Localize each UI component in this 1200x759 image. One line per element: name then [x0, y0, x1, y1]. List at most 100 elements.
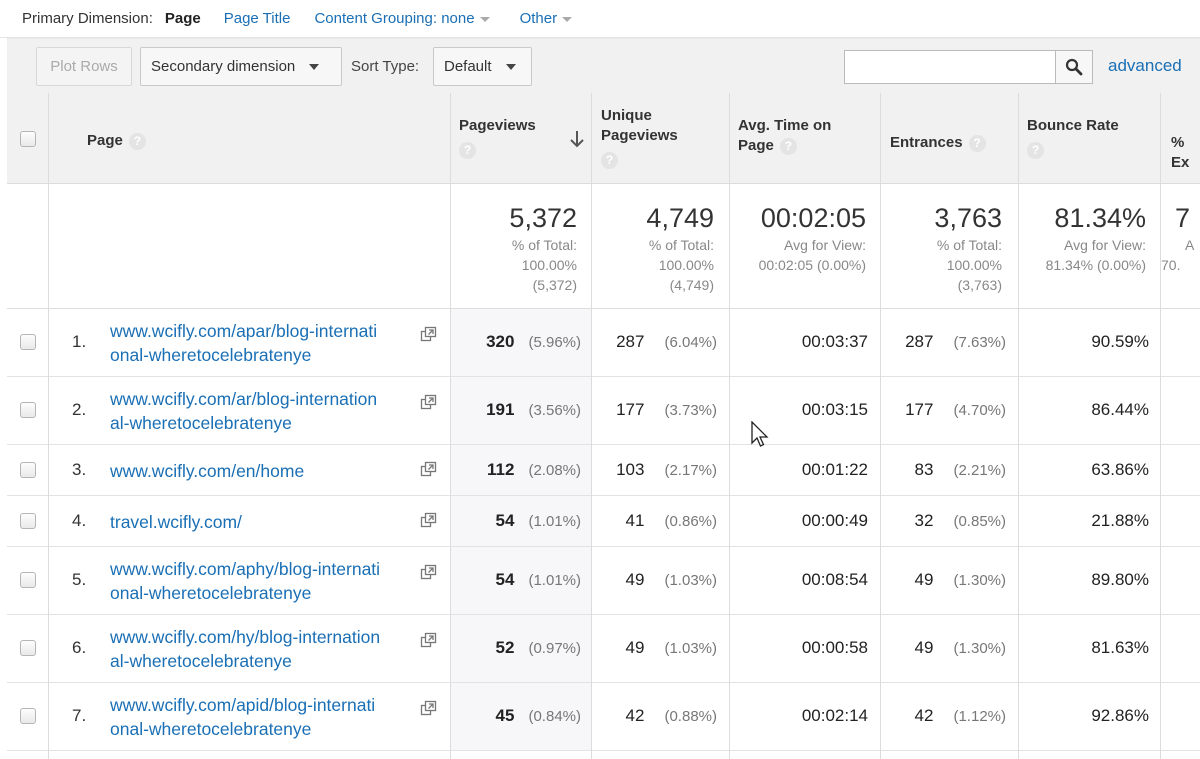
header-unique-pageviews[interactable]: Unique Pageviews? [601, 106, 678, 169]
bounce-rate-cell: 21.88% [1091, 510, 1149, 530]
select-all-checkbox[interactable] [20, 131, 36, 147]
entrances-cell: 49 (1.30%) [880, 638, 1006, 658]
entrances-percent: (7.63%) [953, 334, 1006, 351]
entrances-value: 32 [914, 510, 934, 530]
entrances-percent: (4.70%) [953, 402, 1006, 419]
header-avg-time-on-page[interactable]: Avg. Time on Page? [738, 116, 831, 156]
page-link[interactable]: www.wcifly.com/ar/blog-internation al-whe… [110, 387, 420, 435]
total-entrances-l1: % of Total: [936, 237, 1002, 253]
total-pageviews-value: 5,372 [509, 203, 577, 233]
page-link[interactable]: www.wcifly.com/apar/blog-internati onal-w… [110, 319, 420, 367]
help-icon[interactable]: ? [968, 134, 986, 152]
search-icon [1065, 58, 1083, 76]
row-checkbox[interactable] [20, 334, 36, 350]
totals-row: 5,372 % of Total: 100.00% (5,372) 4,749 … [7, 184, 1200, 309]
pageviews-cell: 112 (2.08%) [450, 460, 581, 480]
dimension-other-link[interactable]: Other [520, 10, 573, 27]
open-external-icon[interactable] [420, 461, 437, 478]
page-link[interactable]: www.wcifly.com/apid/blog-internati onal-w… [110, 693, 420, 741]
open-external-icon[interactable] [420, 394, 437, 411]
header-bounce-rate[interactable]: Bounce Rate? [1027, 116, 1119, 159]
header-unique-label-2: Pageviews [601, 127, 678, 144]
help-icon[interactable]: ? [779, 137, 797, 155]
header-page[interactable]: Page? [87, 131, 146, 151]
pageviews-highlight [450, 377, 591, 444]
unique-pageviews-cell: 41 (0.86%) [591, 511, 717, 531]
page-link-line-2: onal-wheretocelebratenye [110, 583, 312, 603]
entrances-cell: 83 (2.21%) [880, 460, 1006, 480]
page-link[interactable]: www.wcifly.com/en/home [110, 459, 420, 483]
open-external-icon[interactable] [420, 564, 437, 581]
column-divider [729, 93, 730, 759]
help-icon[interactable]: ? [1027, 142, 1044, 159]
pageviews-cell: 191 (3.56%) [450, 400, 581, 420]
unique-pageviews-value: 103 [616, 459, 645, 479]
primary-dimension-label: Primary Dimension: [22, 10, 153, 27]
unique-pageviews-cell: 177 (3.73%) [591, 400, 717, 420]
page-link[interactable]: travel.wcifly.com/ [110, 510, 420, 534]
avg-time-cell: 00:02:14 [801, 706, 868, 725]
dimension-content-grouping-link[interactable]: Content Grouping: none [314, 10, 490, 27]
total-avg-time-l2: 00:02:05 (0.00%) [758, 257, 866, 273]
pageviews-highlight [450, 496, 591, 546]
row-checkbox[interactable] [20, 402, 36, 418]
secondary-dimension-dropdown[interactable]: Secondary dimension [140, 47, 342, 86]
header-pageviews[interactable]: Pageviews? [459, 116, 536, 159]
unique-pageviews-percent: (6.04%) [664, 334, 717, 351]
help-icon[interactable]: ? [459, 142, 476, 159]
open-external-icon[interactable] [420, 326, 437, 343]
column-divider [1160, 93, 1161, 759]
row-number: 6. [72, 638, 87, 657]
pageviews-highlight [450, 683, 591, 750]
column-divider [880, 93, 881, 759]
page-link[interactable]: www.wcifly.com/hy/blog-internation al-whe… [110, 625, 420, 673]
sort-descending-arrow-icon[interactable] [569, 129, 585, 149]
entrances-percent: (0.85%) [953, 512, 1006, 530]
table-row: 4. travel.wcifly.com/ 54 (1.01%) 41 (0.86%… [7, 496, 1200, 547]
total-pageviews: 5,372 % of Total: 100.00% (5,372) [450, 201, 577, 295]
unique-pageviews-value: 41 [625, 510, 645, 530]
help-icon[interactable]: ? [601, 152, 618, 169]
open-external-icon[interactable] [420, 700, 437, 717]
help-icon[interactable]: ? [128, 132, 146, 150]
open-external-icon[interactable] [420, 632, 437, 649]
plot-rows-button[interactable]: Plot Rows [36, 47, 132, 86]
bounce-rate-cell: 63.86% [1091, 459, 1149, 479]
row-checkbox[interactable] [20, 512, 36, 529]
chevron-down-icon [479, 16, 490, 22]
row-checkbox[interactable] [20, 461, 36, 478]
page-link-line-2: onal-wheretocelebratenye [110, 345, 312, 365]
row-checkbox[interactable] [20, 640, 36, 656]
open-external-icon[interactable] [420, 512, 437, 529]
dimension-page-active[interactable]: Page [164, 10, 201, 27]
column-divider [450, 93, 451, 759]
unique-pageviews-value: 287 [616, 332, 645, 351]
table-search-input[interactable] [844, 50, 1056, 84]
entrances-percent: (1.12%) [953, 708, 1006, 725]
header-entrances[interactable]: Entrances? [890, 133, 986, 153]
row-number: 3. [72, 459, 87, 479]
unique-pageviews-percent: (1.03%) [664, 640, 717, 657]
column-divider [48, 93, 49, 759]
pageviews-percent: (0.84%) [528, 708, 581, 725]
advanced-link[interactable]: advanced [1108, 56, 1182, 75]
row-checkbox[interactable] [20, 572, 36, 588]
sort-type-dropdown[interactable]: Default [433, 47, 532, 86]
table-row: 3. www.wcifly.com/en/home 112 (2.08%) 103… [7, 445, 1200, 496]
header-avg-time-label-2: Page [738, 137, 774, 154]
dimension-page-title-link[interactable]: Page Title [223, 10, 291, 27]
page-link-line-1: www.wcifly.com/apar/blog-internati [110, 321, 378, 341]
avg-time-cell: 00:03:15 [801, 400, 868, 419]
row-checkbox[interactable] [20, 708, 36, 724]
search-button[interactable] [1055, 50, 1093, 84]
sort-type-label: Sort Type: [351, 58, 420, 75]
page-link[interactable]: www.wcifly.com/aphy/blog-internati onal-w… [110, 557, 420, 605]
header-exit[interactable]: % Ex [1171, 134, 1190, 171]
row-number: 1. [72, 332, 87, 351]
unique-pageviews-percent: (0.88%) [664, 708, 717, 725]
avg-time-cell: 00:08:54 [801, 570, 868, 589]
total-unique-l3: (4,749) [669, 277, 714, 293]
chevron-down-icon [562, 16, 573, 22]
secondary-dimension-label: Secondary dimension [151, 58, 296, 75]
chevron-down-icon [309, 63, 320, 70]
